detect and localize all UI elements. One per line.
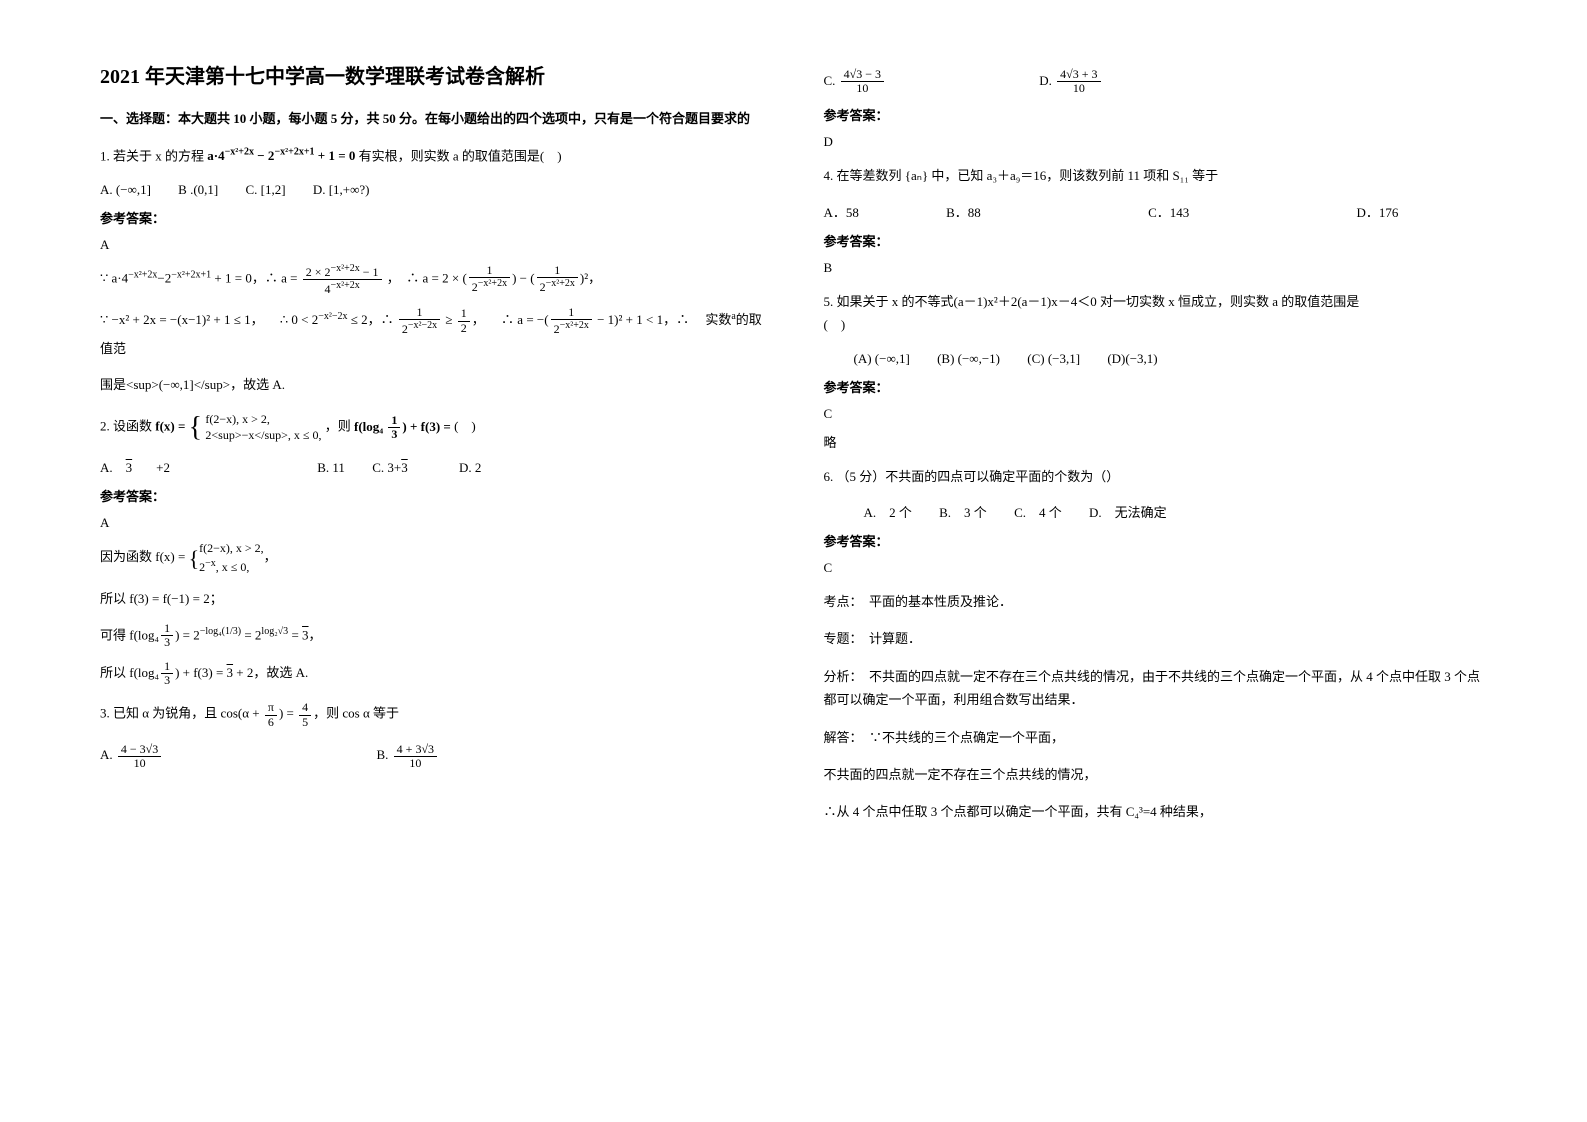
q2-line3: 可得 f(log₄13) = 2−log₄(1/3) = 2log₂√3 = 3… <box>100 622 764 650</box>
q6-p6: ∴从 4 个点中任取 3 个点都可以确定一个平面，共有 C₄³=4 种结果， <box>824 800 1488 823</box>
q5-extra: 略 <box>824 432 1488 451</box>
q2-post: ( ) <box>454 419 476 434</box>
problem-1: 1. 若关于 x 的方程 a·4−x²+2x − 2−x²+2x+1 + 1 =… <box>100 144 764 168</box>
q2-line1: 因为函数 f(x) = {f(2−x), x > 2,2−x, x ≤ 0,， <box>100 541 764 575</box>
q6-choices: A. 2 个 B. 3 个 C. 4 个 D. 无法确定 <box>824 502 1488 521</box>
q1-equation: a·4−x²+2x − 2−x²+2x+1 + 1 = 0 <box>207 148 358 163</box>
q5-ref: 参考答案： <box>824 377 1488 396</box>
problem-4: 4. 在等差数列 {aₙ} 中，已知 a₃＋a₉＝16，则该数列前 11 项和 … <box>824 164 1488 187</box>
q2-choice-a: A. 3+2 <box>100 460 170 475</box>
q6-ref: 参考答案： <box>824 531 1488 550</box>
q5-choice-b: (B) (−∞,−1) <box>937 351 1000 366</box>
q4-ref: 参考答案： <box>824 231 1488 250</box>
q5-choices: (A) (−∞,1] (B) (−∞,−1) (C) (−3,1] (D)(−3… <box>824 351 1488 367</box>
q4-choice-b: B．88 <box>946 205 981 220</box>
q3-choice-c: C. 4√3 − 310 <box>824 73 933 88</box>
q6-p5: 不共面的四点就一定不存在三个点共线的情况， <box>824 763 1488 786</box>
q3-choices-row2: C. 4√3 − 310 D. 4√3 + 310 <box>824 68 1488 95</box>
q2-stem-pre: 2. 设函数 <box>100 419 152 434</box>
problem-6: 6. （5 分）不共面的四点可以确定平面的个数为（） <box>824 465 1488 488</box>
q3-ref: 参考答案： <box>824 105 1488 124</box>
q1-work-2: ∵ −x² + 2x = −(x−1)² + 1 ≤ 1， ∴ 0 < 2−x²… <box>100 306 764 362</box>
q4-ans: B <box>824 260 1488 276</box>
q2-choice-b: B. 11 <box>317 460 345 475</box>
q4-choice-a: A．58 <box>824 205 859 220</box>
q6-ans: C <box>824 560 1488 576</box>
q5-choice-c: (C) (−3,1] <box>1027 351 1080 366</box>
q1-choice-d: D. [1,+∞?) <box>313 182 370 197</box>
q2-choice-d: D. 2 <box>459 460 481 475</box>
q4-choice-c: C．143 <box>1148 205 1189 220</box>
q3-ans: D <box>824 134 1488 150</box>
q2-line4: 所以 f(log₄13) + f(3) = 3 + 2，故选 A. <box>100 660 764 688</box>
q1-stem-post: 有实根，则实数 a 的取值范围是( ) <box>359 148 562 163</box>
q5-choice-a: (A) (−∞,1] <box>854 351 910 366</box>
q3-choice-a: A. 4 − 3√310 <box>100 747 209 762</box>
problem-3: 3. 已知 α 为锐角，且 cos(α + π6) = 45，则 cos α 等… <box>100 701 764 728</box>
q2-choice-c: C. 3+3 <box>372 460 432 475</box>
right-column: C. 4√3 − 310 D. 4√3 + 310 参考答案： D 4. 在等差… <box>824 60 1488 838</box>
q6-choice-d: D. 无法确定 <box>1089 505 1167 520</box>
q2-ref: 参考答案： <box>100 486 764 505</box>
q1-choices: A. (−∞,1] B .(0,1] C. [1,2] D. [1,+∞?) <box>100 182 764 198</box>
q1-work-3: 围是<sup>(−∞,1]</sup>，故选 A. <box>100 372 764 398</box>
q2-line2: 所以 f(3) = f(−1) = 2； <box>100 586 764 612</box>
q1-stem-pre: 1. 若关于 x 的方程 <box>100 148 204 163</box>
q2-mid: ，则 <box>325 419 351 434</box>
q1-work-1: ∵ a·4−x²+2x−2−x²+2x+1 + 1 = 0，∴ a = 2 × … <box>100 263 764 296</box>
q1-ans: A <box>100 237 764 253</box>
section-a-heading: 一、选择题：本大题共 10 小题，每小题 5 分，共 50 分。在每小题给出的四… <box>100 109 764 130</box>
q4-choice-d: D．176 <box>1356 205 1398 220</box>
q1-ref: 参考答案： <box>100 208 764 227</box>
q4-choices: A．58 B．88 C．143 D．176 <box>824 202 1488 221</box>
q6-choice-a: A. 2 个 <box>864 505 912 520</box>
q1-choice-b: B .(0,1] <box>178 182 218 197</box>
q6-p2: 专题： 计算题． <box>824 627 1488 650</box>
problem-5: 5. 如果关于 x 的不等式(a－1)x²＋2(a－1)x－4＜0 对一切实数 … <box>824 290 1488 337</box>
q1-choice-c: C. [1,2] <box>246 182 286 197</box>
problem-2: 2. 设函数 f(x) = { f(2−x), x > 2,2<sup>−x</… <box>100 412 764 443</box>
q2-ans: A <box>100 515 764 531</box>
q3-choices-row1: A. 4 − 3√310 B. 4 + 3√310 <box>100 743 764 770</box>
q1-choice-a: A. (−∞,1] <box>100 182 151 197</box>
doc-title: 2021 年天津第十七中学高一数学理联考试卷含解析 <box>100 60 764 89</box>
page-root: 2021 年天津第十七中学高一数学理联考试卷含解析 一、选择题：本大题共 10 … <box>0 0 1587 878</box>
q6-p1: 考点： 平面的基本性质及推论． <box>824 590 1488 613</box>
q6-choice-c: C. 4 个 <box>1014 505 1062 520</box>
q6-choice-b: B. 3 个 <box>939 505 987 520</box>
q2-choices: A. 3+2 B. 11 C. 3+3 D. 2 <box>100 457 764 476</box>
q3-choice-d: D. 4√3 + 310 <box>1039 73 1148 88</box>
q5-choice-d: (D)(−3,1) <box>1107 351 1157 366</box>
q3-choice-b: B. 4 + 3√310 <box>377 747 486 762</box>
q6-p3: 分析： 不共面的四点就一定不存在三个点共线的情况，由于不共线的三个点确定一个平面… <box>824 665 1488 712</box>
q5-ans: C <box>824 406 1488 422</box>
left-column: 2021 年天津第十七中学高一数学理联考试卷含解析 一、选择题：本大题共 10 … <box>100 60 764 838</box>
q6-p4: 解答： ∵不共线的三个点确定一个平面， <box>824 726 1488 749</box>
